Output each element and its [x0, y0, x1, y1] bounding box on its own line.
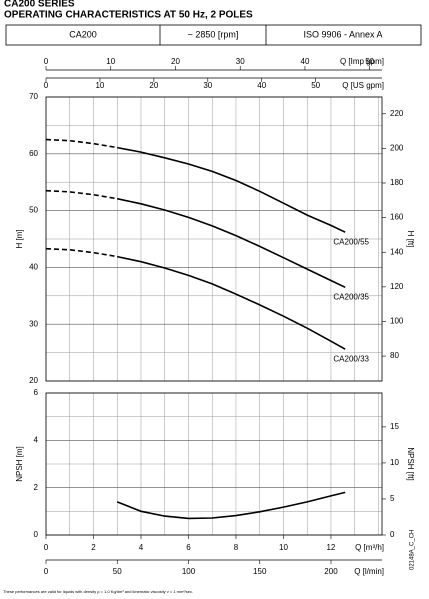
speed: ~ 2850 [rpm]: [188, 29, 239, 39]
plot-frame: [45, 392, 383, 536]
curve: [117, 146, 346, 233]
x-tick-label: 30: [236, 57, 245, 66]
y2-tick-label: 100: [390, 317, 404, 326]
y2-tick-label: 180: [390, 178, 404, 187]
curve-label: CA200/55: [333, 237, 369, 246]
x-tick-label: 10: [279, 543, 288, 552]
y2-tick-label: 140: [390, 247, 404, 256]
y-tick-label: 60: [29, 149, 38, 158]
x-tick-label: 10: [106, 57, 115, 66]
y2-axis-label: H [ft]: [406, 231, 415, 248]
x-tick-label: 0: [44, 543, 49, 552]
y-tick-label: 40: [29, 263, 38, 272]
x-tick-label: 40: [301, 57, 310, 66]
y2-tick-label: 5: [390, 494, 395, 503]
y2-axis-label: NPSH [ft]: [406, 447, 415, 480]
y-tick-label: 4: [34, 435, 39, 444]
x-axis-label: Q [l/min]: [354, 567, 384, 576]
drawing-code: 02148A_C_CH: [410, 530, 416, 570]
curve: [45, 247, 118, 258]
y2-tick-label: 0: [390, 530, 395, 539]
y-tick-label: 70: [29, 92, 38, 101]
x-tick-label: 20: [171, 57, 180, 66]
y-tick-label: 2: [34, 483, 39, 492]
curve-label: CA200/33: [333, 354, 369, 363]
y-axis-label: H [m]: [15, 229, 24, 248]
x-tick-label: 200: [324, 567, 338, 576]
x-tick-label: 0: [44, 81, 49, 90]
x-tick-label: 0: [44, 567, 49, 576]
y-tick-label: 20: [29, 376, 38, 385]
curve: [116, 491, 346, 520]
curve: [45, 189, 118, 200]
plot-frame: [45, 96, 383, 382]
y2-tick-label: 160: [390, 213, 404, 222]
header-box: [5, 24, 422, 46]
curve: [117, 197, 346, 289]
curve-label: CA200/35: [333, 292, 369, 301]
x-tick-label: 10: [95, 81, 104, 90]
x-axis-label: Q [US gpm]: [342, 81, 384, 90]
x-tick-label: 100: [182, 567, 196, 576]
x-tick-label: 2: [91, 543, 96, 552]
x-tick-label: 150: [253, 567, 267, 576]
y2-tick-label: 220: [390, 109, 404, 118]
y2-tick-label: 80: [390, 351, 399, 360]
model: CA200: [69, 29, 97, 39]
subtitle: OPERATING CHARACTERISTICS AT 50 Hz, 2 PO…: [4, 10, 253, 21]
x-tick-label: 40: [257, 81, 266, 90]
x-tick-label: 8: [234, 543, 239, 552]
curve: [45, 138, 118, 149]
x-axis-label: Q [m³/h]: [355, 543, 384, 552]
x-tick-label: 50: [365, 57, 374, 66]
y2-tick-label: 10: [390, 458, 399, 467]
x-tick-label: 50: [311, 81, 320, 90]
y2-tick-label: 15: [390, 422, 399, 431]
x-tick-label: 0: [44, 57, 49, 66]
series-title: CA200 SERIES: [4, 0, 75, 10]
y2-tick-label: 120: [390, 282, 404, 291]
y-tick-label: 30: [29, 319, 38, 328]
y-axis-label: NPSH [m]: [15, 446, 24, 482]
y-tick-label: 0: [34, 530, 39, 539]
standard: ISO 9906 - Annex A: [303, 29, 382, 39]
x-tick-label: 12: [326, 543, 335, 552]
x-tick-label: 30: [203, 81, 212, 90]
x-axis-label: Q [Imp gpm]: [340, 57, 384, 66]
curve: [117, 255, 346, 350]
y-tick-label: 50: [29, 206, 38, 215]
x-tick-label: 50: [113, 567, 122, 576]
x-tick-label: 20: [149, 81, 158, 90]
x-tick-label: 4: [139, 543, 144, 552]
footnote: These performances are valid for liquids…: [3, 589, 193, 594]
x-tick-label: 6: [186, 543, 191, 552]
y-tick-label: 6: [34, 388, 39, 397]
y2-tick-label: 200: [390, 144, 404, 153]
